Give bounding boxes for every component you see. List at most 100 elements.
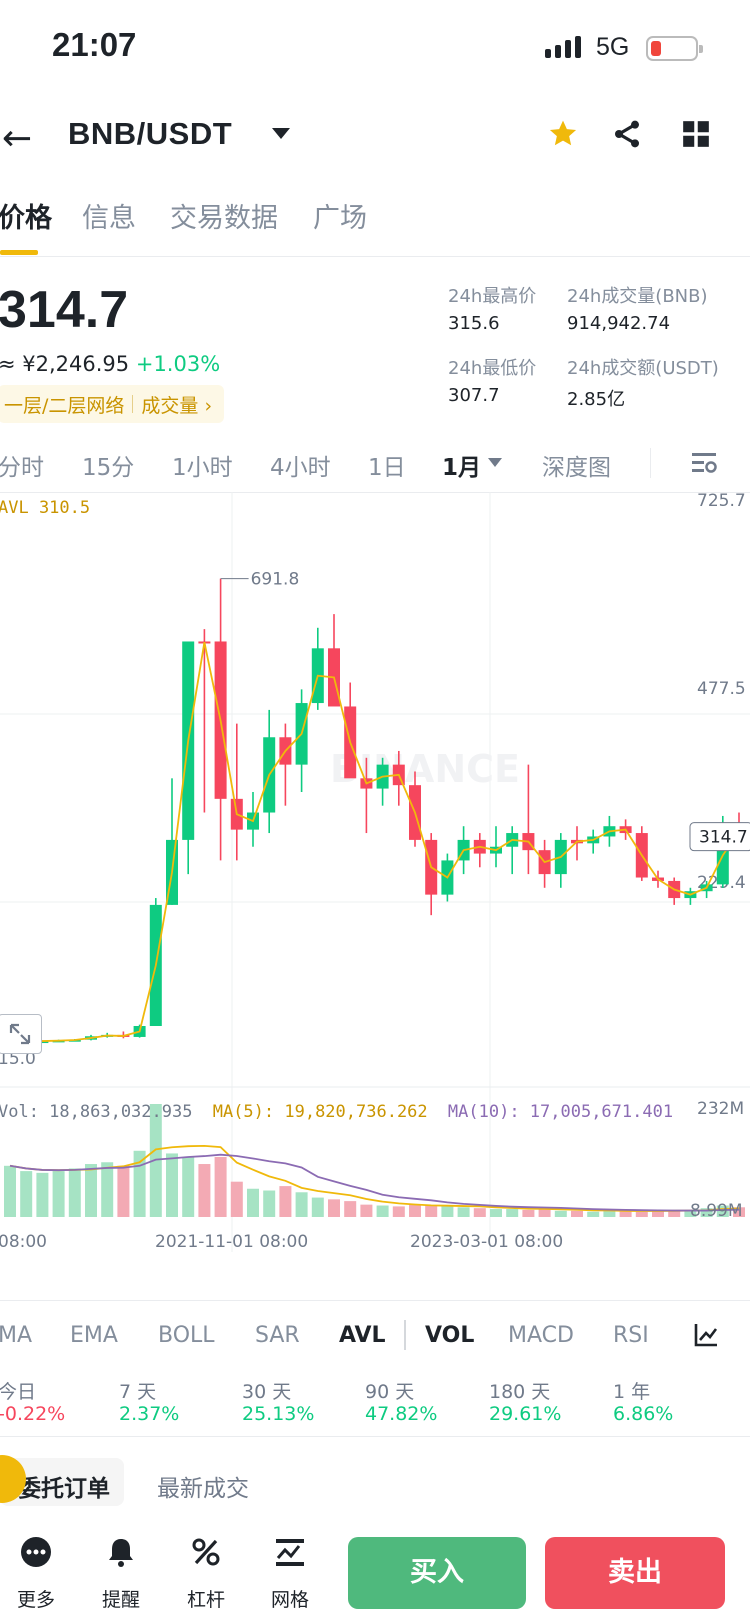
grid-menu-icon[interactable]	[682, 120, 710, 148]
perf-90d-label: 90 天	[365, 1381, 415, 1403]
buy-button[interactable]: 买入	[348, 1537, 526, 1609]
candle-body	[36, 1041, 49, 1044]
indicator-settings-icon[interactable]	[693, 1322, 719, 1348]
high-label: 24h最高价	[448, 286, 537, 307]
ind-macd[interactable]: MACD	[508, 1323, 574, 1348]
low-label: 24h最低价	[448, 358, 537, 379]
volume-bar	[619, 1209, 632, 1217]
last-price: 314.7	[0, 281, 129, 339]
volume-bar	[441, 1206, 454, 1217]
volume-bar	[668, 1210, 681, 1217]
chart-bottom-divider	[0, 1300, 750, 1301]
low-value: 307.7	[448, 385, 500, 406]
back-arrow-icon[interactable]: ←	[2, 118, 33, 159]
tab-price[interactable]: 价格	[0, 203, 52, 234]
volume-bar	[684, 1209, 697, 1217]
interval-line[interactable]: 分时	[0, 455, 44, 481]
volume-bar	[344, 1201, 357, 1217]
sell-button[interactable]: 卖出	[545, 1537, 725, 1609]
tab-square[interactable]: 广场	[313, 203, 367, 234]
more-icon[interactable]	[20, 1536, 52, 1568]
indicator-separator	[404, 1320, 406, 1350]
volume-bar	[52, 1171, 65, 1217]
interval-1h[interactable]: 1小时	[172, 455, 233, 481]
vol-usdt-label: 24h成交额(USDT)	[567, 358, 719, 379]
interval-dropdown-icon[interactable]	[488, 458, 502, 467]
tab-orders[interactable]: 委托订单	[0, 1458, 124, 1506]
volume-bar	[85, 1164, 97, 1217]
avl-label: AVL 310.5	[0, 498, 91, 518]
volume-bar	[198, 1164, 211, 1217]
interval-depth[interactable]: 深度图	[542, 455, 611, 481]
high-value: 315.6	[448, 313, 500, 334]
volume-bar	[716, 1205, 729, 1217]
nav-grid[interactable]: 网格	[270, 1589, 309, 1611]
volume-tick: 232M	[697, 1099, 744, 1119]
price-cny: ≈ ¥2,246.95 +1.03%	[0, 352, 221, 376]
chart-settings-icon[interactable]	[690, 450, 718, 476]
perf-90d-value: 47.82%	[365, 1403, 438, 1425]
volume-bar	[247, 1188, 259, 1217]
perf-today-label: 今日	[0, 1381, 37, 1403]
price-chart[interactable]: BINANCE725.7477.5229.4691.815.0314.7232M…	[0, 492, 750, 1272]
ind-ma[interactable]: MA	[0, 1323, 33, 1348]
share-icon[interactable]	[611, 118, 643, 150]
ind-rsi[interactable]: RSI	[613, 1323, 649, 1348]
grid-trading-icon[interactable]	[274, 1536, 306, 1568]
favorite-star-icon[interactable]	[546, 118, 580, 150]
volume-bar	[295, 1192, 308, 1217]
volume-bar	[263, 1190, 276, 1217]
volume-bar	[700, 1208, 713, 1217]
tab-info[interactable]: 信息	[82, 203, 136, 234]
price-tick: 477.5	[697, 679, 746, 699]
volume-bar	[506, 1209, 519, 1217]
volume-bar	[409, 1204, 421, 1217]
interval-divider	[650, 448, 651, 478]
tab-trading-data[interactable]: 交易数据	[170, 203, 278, 234]
last-price-label: 314.7	[699, 828, 748, 848]
volume-bar	[133, 1150, 146, 1217]
volume-chip-label: 成交量 ›	[141, 394, 213, 417]
volume-bar	[214, 1156, 227, 1217]
network-label: 5G	[596, 33, 630, 61]
ind-avl[interactable]: AVL	[339, 1323, 386, 1348]
perf-today-value: -0.22%	[0, 1403, 66, 1425]
nav-more[interactable]: 更多	[16, 1589, 55, 1611]
volume-bar	[182, 1156, 195, 1217]
date-label: 08:00	[0, 1232, 47, 1252]
pair-dropdown-icon[interactable]	[272, 128, 290, 139]
volume-bar	[279, 1186, 292, 1217]
perf-180d-label: 180 天	[489, 1381, 551, 1403]
ind-vol[interactable]: VOL	[425, 1323, 475, 1348]
perf-1y-label: 1 年	[613, 1381, 651, 1403]
perf-7d-label: 7 天	[119, 1381, 157, 1403]
leverage-icon[interactable]	[190, 1536, 222, 1568]
nav-alert[interactable]: 提醒	[101, 1589, 140, 1611]
interval-1d[interactable]: 1日	[368, 455, 406, 481]
tab-latest-trades[interactable]: 最新成交	[157, 1476, 249, 1502]
volume-bar	[20, 1171, 33, 1217]
pair-title[interactable]: BNB/USDT	[68, 116, 233, 151]
ind-sar[interactable]: SAR	[255, 1323, 300, 1348]
ind-ema[interactable]: EMA	[70, 1323, 118, 1348]
interval-15m[interactable]: 15分	[82, 455, 135, 481]
interval-1m[interactable]: 1月	[442, 455, 482, 481]
network-chip[interactable]: 一层/二层网络 成交量 ›	[0, 385, 225, 423]
bell-icon[interactable]	[105, 1536, 137, 1568]
volume-bar	[101, 1162, 114, 1217]
fullscreen-button[interactable]	[0, 1014, 42, 1054]
ma5-line	[9, 1144, 740, 1212]
volume-bar	[328, 1199, 340, 1217]
perf-180d-value: 29.61%	[489, 1403, 562, 1425]
volume-bar	[36, 1172, 49, 1217]
nav-leverage[interactable]: 杠杆	[186, 1589, 225, 1611]
interval-4h[interactable]: 4小时	[270, 455, 331, 481]
perf-30d-label: 30 天	[242, 1381, 292, 1403]
volume-bar	[311, 1197, 324, 1217]
last-price-box	[689, 822, 750, 852]
volume-bar	[522, 1209, 535, 1217]
chart-top-divider	[0, 492, 750, 493]
ind-boll[interactable]: BOLL	[158, 1323, 215, 1348]
volume-bar	[635, 1211, 648, 1217]
tabs-divider	[0, 256, 750, 257]
